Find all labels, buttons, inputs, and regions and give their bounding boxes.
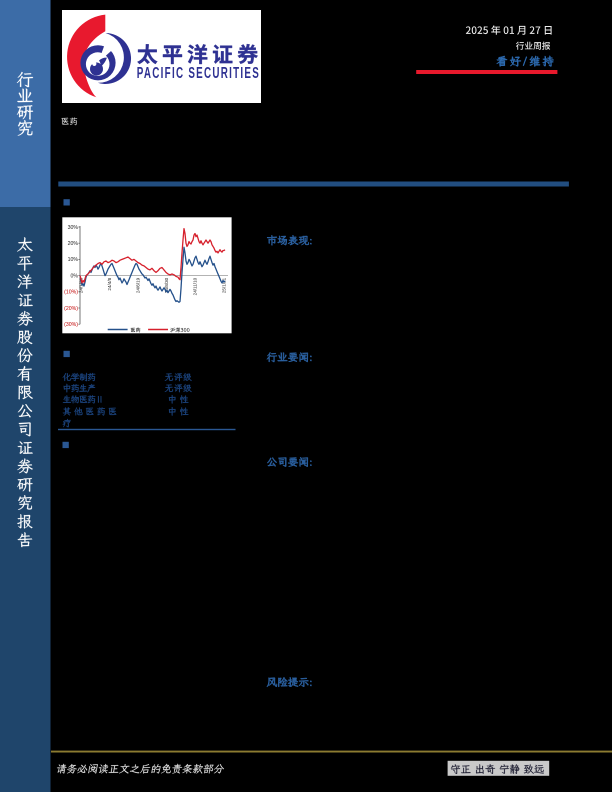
svg-text:24/11/10: 24/11/10	[193, 277, 198, 295]
svg-text:(20%): (20%)	[64, 306, 78, 312]
svg-text:10%: 10%	[68, 257, 79, 263]
svg-text:24/8/30: 24/8/30	[164, 277, 169, 293]
svg-text:24/6/19: 24/6/19	[136, 277, 141, 293]
svg-text:24/1/26: 24/1/26	[78, 277, 83, 293]
svg-text:25/1/21: 25/1/21	[221, 277, 226, 293]
svg-text:0%: 0%	[71, 273, 79, 279]
svg-text:24/4/8: 24/4/8	[107, 277, 112, 290]
svg-text:20%: 20%	[68, 241, 79, 247]
svg-text:(30%): (30%)	[64, 322, 78, 328]
svg-text:(10%): (10%)	[64, 290, 78, 296]
svg-text:PACIFIC SECURITIES: PACIFIC SECURITIES	[137, 65, 260, 82]
svg-text:30%: 30%	[68, 225, 79, 231]
